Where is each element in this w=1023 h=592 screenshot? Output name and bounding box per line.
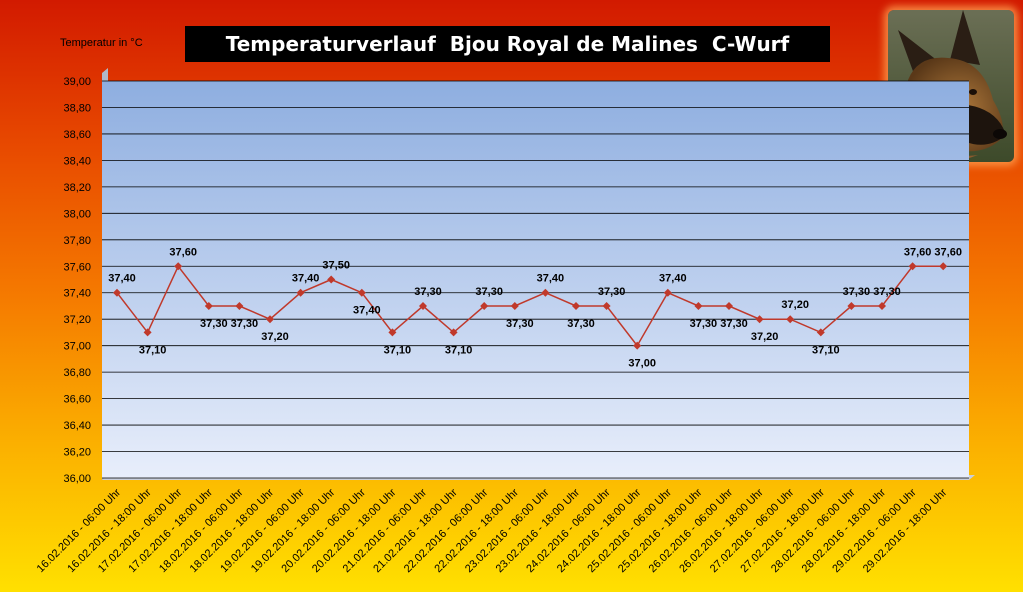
y-axis-title: Temperatur in °C xyxy=(60,37,143,49)
data-point-marker xyxy=(602,301,611,310)
data-point-marker xyxy=(663,288,672,297)
data-point-marker xyxy=(755,315,764,324)
data-point-marker xyxy=(296,288,305,297)
data-label: 37,10 xyxy=(139,344,167,356)
gridlines xyxy=(102,80,969,479)
data-label: 37,60 xyxy=(904,246,932,258)
data-label: 37,30 xyxy=(200,318,228,330)
data-label: 37,30 xyxy=(690,318,718,330)
y-tick-label: 39,00 xyxy=(63,76,91,88)
y-tick-label: 37,40 xyxy=(63,288,91,300)
y-tick-label: 36,40 xyxy=(63,420,91,432)
data-point-marker xyxy=(174,262,183,271)
data-point-marker xyxy=(510,301,519,310)
y-tick-label: 37,80 xyxy=(63,235,91,247)
data-label: 37,40 xyxy=(353,305,381,317)
data-point-marker xyxy=(725,301,733,310)
data-point-marker xyxy=(204,301,213,310)
data-label: 37,10 xyxy=(445,344,473,356)
data-label: 37,20 xyxy=(781,299,809,311)
y-tick-label: 38,00 xyxy=(63,208,91,220)
y-tick-label: 38,80 xyxy=(63,102,91,114)
data-point-marker xyxy=(694,301,703,310)
data-label: 37,30 xyxy=(231,318,259,330)
data-point-marker xyxy=(143,328,152,337)
data-point-marker xyxy=(939,262,948,271)
data-label: 37,30 xyxy=(873,286,901,298)
y-tick-label: 36,20 xyxy=(63,447,91,459)
data-label: 37,40 xyxy=(292,273,320,285)
data-label: 37,30 xyxy=(567,318,595,330)
data-label: 37,00 xyxy=(628,358,656,370)
data-label: 37,10 xyxy=(384,344,412,356)
y-tick-label: 37,60 xyxy=(63,261,91,273)
y-tick-label: 36,00 xyxy=(63,473,91,485)
data-point-marker xyxy=(847,301,856,310)
data-point-marker xyxy=(419,301,427,310)
data-label: 37,30 xyxy=(843,286,871,298)
data-label: 37,60 xyxy=(169,246,197,258)
data-point-marker xyxy=(449,328,458,337)
data-label: 37,50 xyxy=(322,260,350,272)
data-label: 37,20 xyxy=(751,331,779,343)
data-label: 37,10 xyxy=(812,344,840,356)
data-point-marker xyxy=(388,328,397,337)
data-label: 37,30 xyxy=(598,286,626,298)
plot-area xyxy=(102,81,969,478)
data-point-marker xyxy=(266,315,274,324)
chart-title: Temperaturverlauf Bjou Royal de Malines … xyxy=(185,26,830,62)
data-label: 37,40 xyxy=(659,273,687,285)
data-point-marker xyxy=(816,328,825,337)
data-point-marker xyxy=(908,262,917,271)
data-point-marker xyxy=(572,301,580,310)
y-tick-label: 38,40 xyxy=(63,155,91,167)
data-label: 37,60 xyxy=(934,246,962,258)
y-tick-label: 37,20 xyxy=(63,314,91,326)
y-axis-ticks: 36,00 36,20 36,40 36,60 36,80 37,00 37,20 37,40… xyxy=(63,76,91,485)
y-tick-label: 38,20 xyxy=(63,182,91,194)
data-point-marker xyxy=(357,288,366,297)
data-point-marker xyxy=(480,301,489,310)
y-tick-label: 36,80 xyxy=(63,367,91,379)
data-point-marker xyxy=(633,341,642,350)
data-label: 37,40 xyxy=(537,273,565,285)
data-point-marker xyxy=(235,301,244,310)
data-label: 37,30 xyxy=(414,286,442,298)
data-point-marker xyxy=(786,315,795,324)
temperature-line xyxy=(116,264,944,348)
y-tick-label: 36,60 xyxy=(63,394,91,406)
data-points xyxy=(113,262,948,350)
data-label: 37,30 xyxy=(720,318,748,330)
data-label: 37,40 xyxy=(108,273,136,285)
data-point-marker xyxy=(541,288,550,297)
y-tick-label: 37,00 xyxy=(63,341,91,353)
data-point-marker xyxy=(113,288,121,297)
data-label: 37,30 xyxy=(506,318,534,330)
y-tick-label: 38,60 xyxy=(63,129,91,141)
data-label: 37,30 xyxy=(475,286,503,298)
data-point-marker xyxy=(878,301,886,310)
data-point-marker xyxy=(327,275,336,284)
data-label: 37,20 xyxy=(261,331,289,343)
